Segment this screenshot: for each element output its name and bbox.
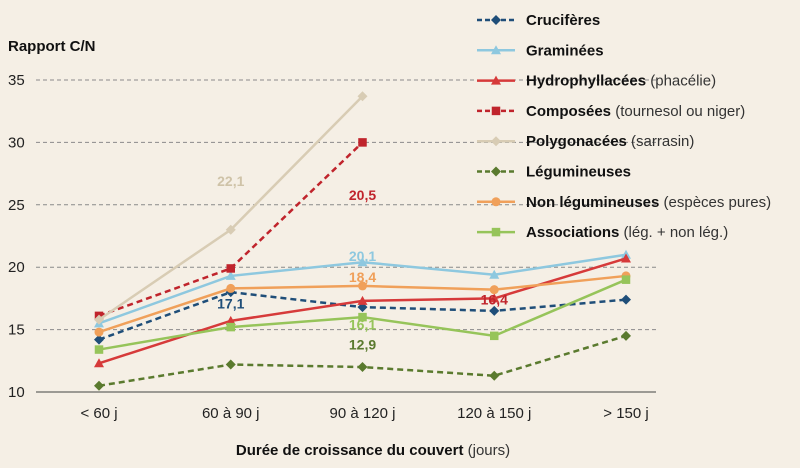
data-point-marker (94, 345, 104, 354)
data-point-marker (491, 197, 501, 207)
x-axis-title-main: Durée de croissance du couvert (236, 442, 464, 459)
legend-item: Graminées (477, 42, 604, 59)
data-point-marker (491, 136, 501, 147)
data-point-marker (621, 294, 631, 305)
data-point-marker (621, 275, 631, 284)
data-point-marker (357, 257, 368, 267)
legend-name: Crucifères (526, 12, 600, 29)
x-tick-label: 60 à 90 j (202, 405, 260, 422)
y-tick-label: 10 (8, 384, 25, 401)
data-point-marker (489, 285, 499, 295)
y-axis-ticks: 10 15 20 25 30 35 (8, 72, 25, 401)
data-point-marker (225, 315, 236, 325)
data-label: 16,1 (349, 317, 376, 333)
data-point-marker (491, 45, 501, 55)
data-point-marker (489, 269, 500, 279)
series-polygonacées (94, 91, 368, 325)
data-label: 20,1 (349, 248, 376, 264)
data-point-marker (491, 166, 501, 177)
legend-label: Non légumineuses (espèces pures) (526, 194, 771, 211)
y-axis-title: Rapport C/N (8, 38, 96, 55)
legend-item: Hydrophyllacées (phacélie) (477, 73, 716, 90)
data-point-marker (357, 362, 368, 373)
legend-item: Légumineuses (477, 164, 631, 181)
legend-name: Graminées (526, 42, 604, 59)
legend-label: Hydrophyllacées (phacélie) (526, 73, 716, 90)
data-label: 20,5 (349, 187, 376, 203)
x-axis: < 60 j 60 à 90 j 90 à 120 j 120 à 150 j > 15… (36, 391, 656, 422)
legend-label: Crucifères (526, 12, 600, 29)
data-point-marker (225, 224, 236, 235)
data-point-marker (225, 270, 236, 280)
data-point-marker (226, 264, 235, 273)
y-tick-label: 35 (8, 72, 25, 89)
legend-item: Non légumineuses (espèces pures) (477, 194, 771, 211)
data-point-marker (94, 358, 104, 368)
data-point-marker (490, 331, 499, 341)
y-tick-label: 20 (8, 259, 25, 276)
data-label: 12,9 (349, 337, 376, 353)
data-label: 22,1 (217, 173, 244, 189)
legend-note: (phacélie) (646, 73, 716, 90)
data-point-marker (489, 305, 500, 316)
y-tick-label: 15 (8, 322, 25, 339)
legend-name: Polygonacées (526, 133, 627, 150)
legend: Crucifères Graminées Hydrophyllacées (phac… (477, 12, 771, 241)
y-tick-label: 30 (8, 134, 25, 151)
series-légumineuses (94, 330, 631, 391)
legend-item: Composées (tournesol ou niger) (477, 103, 745, 120)
x-tick-label: < 60 j (80, 405, 117, 422)
data-point-marker (225, 359, 236, 370)
data-point-marker (491, 15, 501, 25)
annotations-group: 22,1 20,5 20,1 18,4 17,1 16,4 16,1 12,9 (217, 173, 508, 352)
data-point-marker (491, 75, 501, 85)
data-point-marker (489, 370, 500, 381)
data-point-marker (489, 293, 500, 303)
legend-note: (sarrasin) (627, 133, 695, 150)
legend-note: (tournesol ou niger) (611, 103, 745, 120)
legend-name: Légumineuses (526, 164, 631, 181)
data-point-marker (491, 227, 501, 237)
legend-name: Hydrophyllacées (526, 73, 646, 90)
x-axis-title-unit: (jours) (463, 442, 510, 459)
legend-item: Associations (lég. + non lég.) (477, 224, 728, 241)
data-point-marker (621, 253, 631, 263)
data-label: 17,1 (217, 295, 244, 311)
data-point-marker (358, 281, 367, 291)
legend-label: Associations (lég. + non lég.) (526, 224, 728, 241)
data-point-marker (226, 322, 235, 332)
x-tick-label: 120 à 150 j (457, 405, 531, 422)
legend-item: Crucifères (477, 12, 600, 29)
x-tick-label: > 150 j (603, 405, 648, 422)
legend-label: Polygonacées (sarrasin) (526, 133, 694, 150)
data-point-marker (94, 327, 104, 337)
data-point-marker (358, 312, 367, 322)
legend-label: Composées (tournesol ou niger) (526, 103, 745, 120)
y-tick-label: 25 (8, 197, 25, 214)
legend-item: Polygonacées (sarrasin) (477, 133, 694, 150)
legend-note: (espèces pures) (659, 194, 771, 211)
data-point-marker (94, 334, 104, 345)
data-point-marker (357, 91, 368, 102)
legend-label: Graminées (526, 42, 604, 59)
data-label: 16,4 (481, 292, 508, 308)
series-group (94, 91, 631, 391)
legend-name: Non légumineuses (526, 194, 659, 211)
legend-name: Composées (526, 103, 611, 120)
series-associations (94, 275, 631, 354)
legend-label: Légumineuses (526, 164, 631, 181)
data-label: 18,4 (349, 269, 376, 285)
x-tick-label: 90 à 120 j (330, 405, 396, 422)
x-axis-title: Durée de croissance du couvert (jours) (236, 442, 510, 459)
data-point-marker (226, 283, 236, 293)
data-point-marker (94, 314, 104, 325)
legend-name: Associations (526, 224, 619, 241)
data-point-marker (358, 138, 367, 147)
data-point-marker (621, 330, 631, 341)
data-point-marker (357, 295, 368, 305)
legend-note: (lég. + non lég.) (619, 224, 728, 241)
data-point-marker (94, 380, 104, 391)
data-point-marker (491, 106, 501, 116)
